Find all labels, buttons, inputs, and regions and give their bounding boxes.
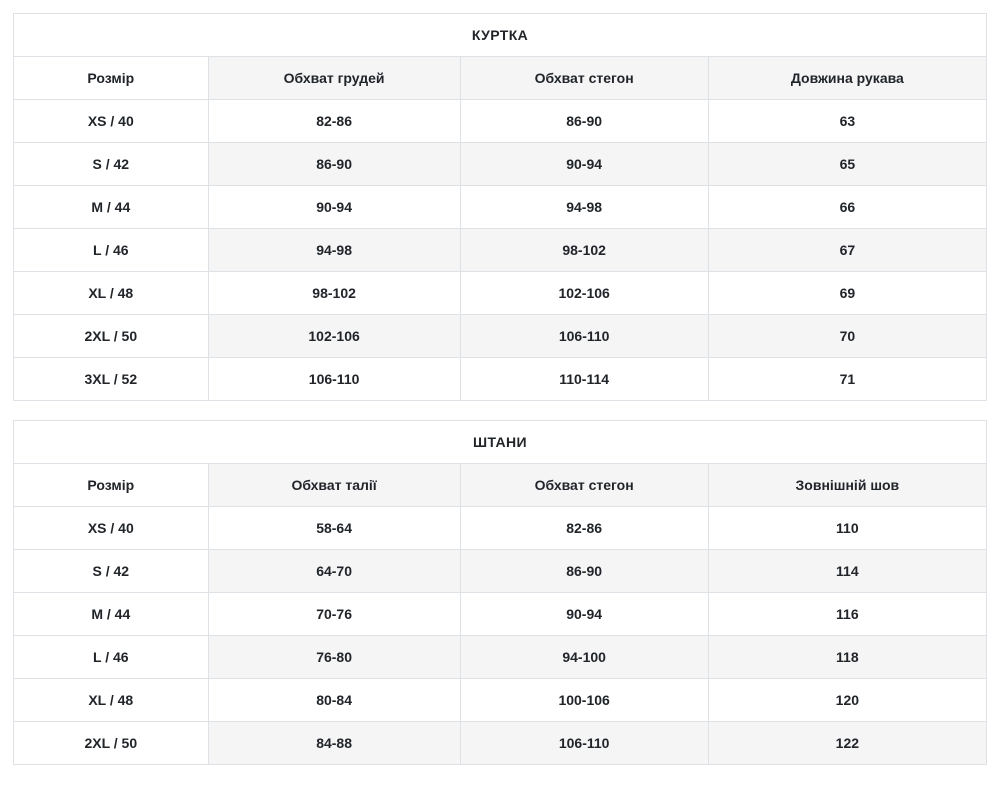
- size-cell: M / 44: [13, 592, 209, 636]
- value-cell: 102-106: [459, 271, 709, 315]
- value-cell: 86-90: [459, 549, 709, 593]
- value-cell: 82-86: [459, 506, 709, 550]
- size-cell: M / 44: [13, 185, 209, 229]
- size-tables-container: КУРТКА Розмір Обхват грудей Обхват стегон Д…: [13, 13, 988, 765]
- size-cell: L / 46: [13, 635, 209, 679]
- value-cell: 67: [707, 228, 988, 272]
- table-body: XS / 40 58-64 82-86 110 S / 42 64-70 86-90 114 M…: [13, 506, 988, 765]
- table-row: 2XL / 50 102-106 106-110 70: [13, 314, 988, 358]
- table-row: S / 42 86-90 90-94 65: [13, 142, 988, 186]
- size-cell: 3XL / 52: [13, 357, 209, 401]
- value-cell: 110-114: [459, 357, 709, 401]
- value-cell: 71: [707, 357, 988, 401]
- value-cell: 106-110: [459, 721, 709, 765]
- value-cell: 90-94: [207, 185, 461, 229]
- value-cell: 69: [707, 271, 988, 315]
- column-header: Обхват талії: [207, 463, 461, 507]
- value-cell: 106-110: [459, 314, 709, 358]
- value-cell: 63: [707, 99, 988, 143]
- table-row: M / 44 90-94 94-98 66: [13, 185, 988, 229]
- size-cell: L / 46: [13, 228, 209, 272]
- value-cell: 70-76: [207, 592, 461, 636]
- value-cell: 100-106: [459, 678, 709, 722]
- table-body: XS / 40 82-86 86-90 63 S / 42 86-90 90-94 65 M /…: [13, 99, 988, 401]
- value-cell: 106-110: [207, 357, 461, 401]
- table-row: XS / 40 82-86 86-90 63: [13, 99, 988, 143]
- value-cell: 86-90: [459, 99, 709, 143]
- value-cell: 94-98: [459, 185, 709, 229]
- value-cell: 118: [707, 635, 988, 679]
- table-row: 3XL / 52 106-110 110-114 71: [13, 357, 988, 401]
- value-cell: 90-94: [459, 142, 709, 186]
- table-title: ШТАНИ: [13, 420, 987, 464]
- value-cell: 110: [707, 506, 988, 550]
- value-cell: 76-80: [207, 635, 461, 679]
- table-title-row: ШТАНИ: [13, 420, 987, 464]
- value-cell: 94-100: [459, 635, 709, 679]
- size-cell: XL / 48: [13, 271, 209, 315]
- value-cell: 116: [707, 592, 988, 636]
- value-cell: 98-102: [459, 228, 709, 272]
- table-header-row: Розмір Обхват грудей Обхват стегон Довжина …: [13, 56, 988, 100]
- value-cell: 94-98: [207, 228, 461, 272]
- table-row: XS / 40 58-64 82-86 110: [13, 506, 988, 550]
- value-cell: 64-70: [207, 549, 461, 593]
- column-header: Зовнішній шов: [707, 463, 988, 507]
- size-cell: S / 42: [13, 549, 209, 593]
- value-cell: 80-84: [207, 678, 461, 722]
- column-header: Обхват стегон: [459, 463, 709, 507]
- size-cell: XL / 48: [13, 678, 209, 722]
- size-cell: XS / 40: [13, 99, 209, 143]
- size-table: ШТАНИ Розмір Обхват талії Обхват стегон Зов…: [13, 420, 988, 765]
- value-cell: 70: [707, 314, 988, 358]
- table-row: XL / 48 98-102 102-106 69: [13, 271, 988, 315]
- value-cell: 65: [707, 142, 988, 186]
- table-row: M / 44 70-76 90-94 116: [13, 592, 988, 636]
- table-row: XL / 48 80-84 100-106 120: [13, 678, 988, 722]
- table-header-row: Розмір Обхват талії Обхват стегон Зовнішній…: [13, 463, 988, 507]
- column-header: Розмір: [13, 56, 209, 100]
- column-header: Обхват грудей: [207, 56, 461, 100]
- value-cell: 122: [707, 721, 988, 765]
- size-cell: 2XL / 50: [13, 721, 209, 765]
- table-row: 2XL / 50 84-88 106-110 122: [13, 721, 988, 765]
- table-row: L / 46 94-98 98-102 67: [13, 228, 988, 272]
- size-cell: S / 42: [13, 142, 209, 186]
- table-title: КУРТКА: [13, 13, 987, 57]
- value-cell: 86-90: [207, 142, 461, 186]
- column-header: Розмір: [13, 463, 209, 507]
- size-table: КУРТКА Розмір Обхват грудей Обхват стегон Д…: [13, 13, 988, 401]
- value-cell: 82-86: [207, 99, 461, 143]
- column-header: Довжина рукава: [707, 56, 988, 100]
- size-cell: 2XL / 50: [13, 314, 209, 358]
- value-cell: 66: [707, 185, 988, 229]
- value-cell: 84-88: [207, 721, 461, 765]
- table-row: S / 42 64-70 86-90 114: [13, 549, 988, 593]
- value-cell: 58-64: [207, 506, 461, 550]
- table-row: L / 46 76-80 94-100 118: [13, 635, 988, 679]
- column-header: Обхват стегон: [459, 56, 709, 100]
- value-cell: 120: [707, 678, 988, 722]
- value-cell: 114: [707, 549, 988, 593]
- size-cell: XS / 40: [13, 506, 209, 550]
- table-title-row: КУРТКА: [13, 13, 987, 57]
- value-cell: 98-102: [207, 271, 461, 315]
- value-cell: 102-106: [207, 314, 461, 358]
- value-cell: 90-94: [459, 592, 709, 636]
